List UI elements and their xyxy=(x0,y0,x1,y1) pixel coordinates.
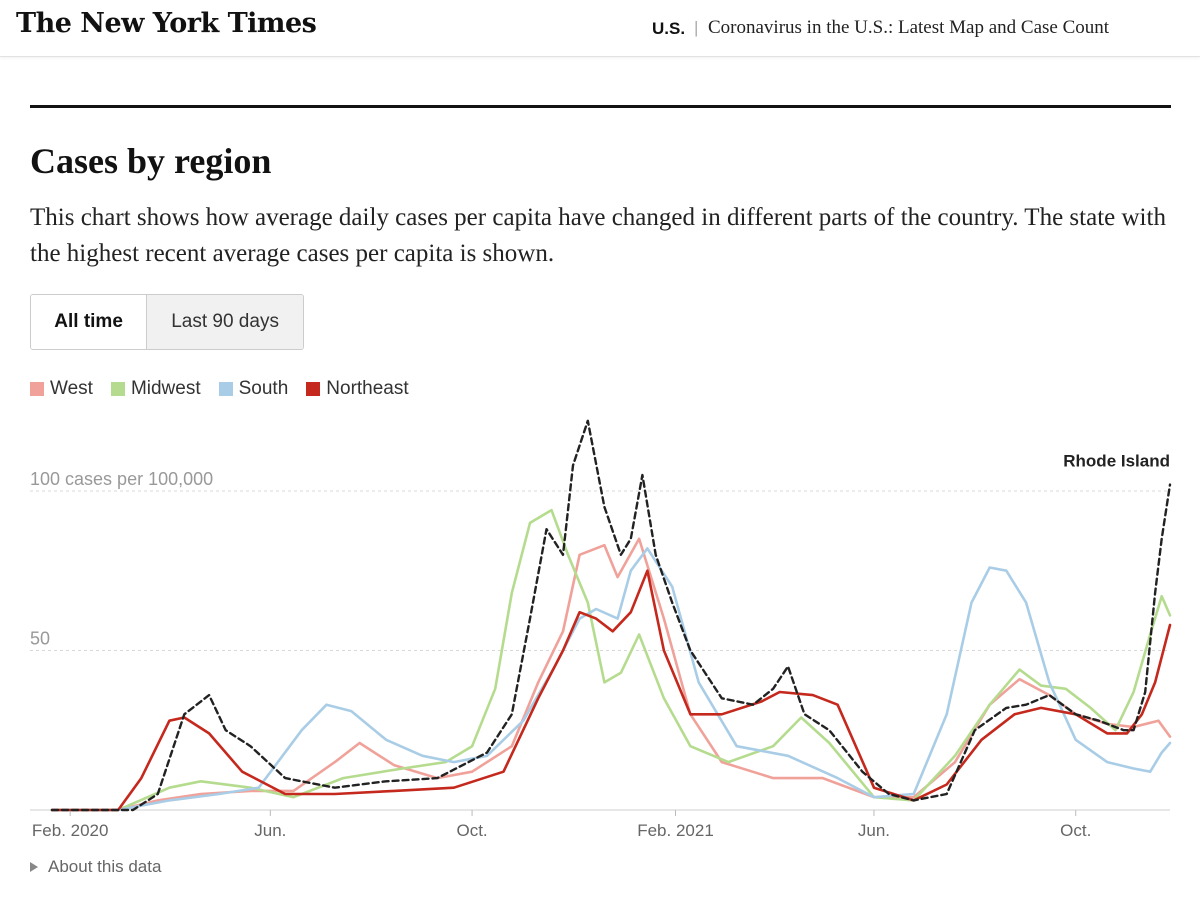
legend-swatch-midwest xyxy=(110,382,125,396)
chart-description: This chart shows how average daily cases… xyxy=(30,204,1166,267)
legend-label-midwest: Midwest xyxy=(130,378,201,399)
x-tick-label: Oct. xyxy=(456,821,487,840)
legend-swatch-west xyxy=(30,382,44,396)
section-rule xyxy=(30,105,1171,108)
x-tick-label: Feb. 2021 xyxy=(637,821,714,840)
x-tick-label: Jun. xyxy=(858,821,890,840)
series-annotation-label: Rhode Island xyxy=(1063,452,1170,471)
legend-swatch-northeast xyxy=(306,382,321,396)
disclosure-triangle-icon xyxy=(30,862,38,872)
y-tick-label: 50 xyxy=(30,628,50,648)
article-headline[interactable]: Coronavirus in the U.S.: Latest Map and … xyxy=(708,17,1110,38)
x-tick-label: Jun. xyxy=(254,821,286,840)
section-link[interactable]: U.S. xyxy=(652,19,686,38)
top-bar: The New York Times U.S. | Coronavirus in… xyxy=(0,0,1200,57)
series-line-rhode-island xyxy=(50,419,1172,812)
x-tick-label: Feb. 2020 xyxy=(32,821,109,840)
legend-item-west: West xyxy=(30,378,93,400)
chart-title: Cases by region xyxy=(30,141,272,181)
legend-item-south: South xyxy=(218,378,289,400)
series-line-midwest xyxy=(50,508,1172,812)
header-separator: | xyxy=(694,18,699,37)
y-tick-label: 100 cases per 100,000 xyxy=(30,469,213,489)
last-90-days-button[interactable]: Last 90 days xyxy=(146,295,303,349)
chart-legend: West Midwest South Northeast xyxy=(30,378,427,400)
legend-label-south: South xyxy=(238,378,289,399)
legend-swatch-south xyxy=(218,382,233,396)
legend-item-northeast: Northeast xyxy=(306,378,409,400)
all-time-button[interactable]: All time xyxy=(31,295,147,349)
nyt-logo[interactable]: The New York Times xyxy=(16,8,317,39)
about-data-label: About this data xyxy=(48,857,162,876)
legend-label-northeast: Northeast xyxy=(326,378,409,399)
time-range-toggle: All time Last 90 days xyxy=(30,294,304,350)
series-line-northeast xyxy=(50,569,1172,812)
series-line-west xyxy=(50,537,1172,812)
legend-label-west: West xyxy=(50,378,93,399)
x-tick-label: Oct. xyxy=(1060,821,1091,840)
series-line-south xyxy=(50,547,1172,812)
legend-item-midwest: Midwest xyxy=(110,378,201,400)
about-data-toggle[interactable]: About this data xyxy=(30,857,161,877)
